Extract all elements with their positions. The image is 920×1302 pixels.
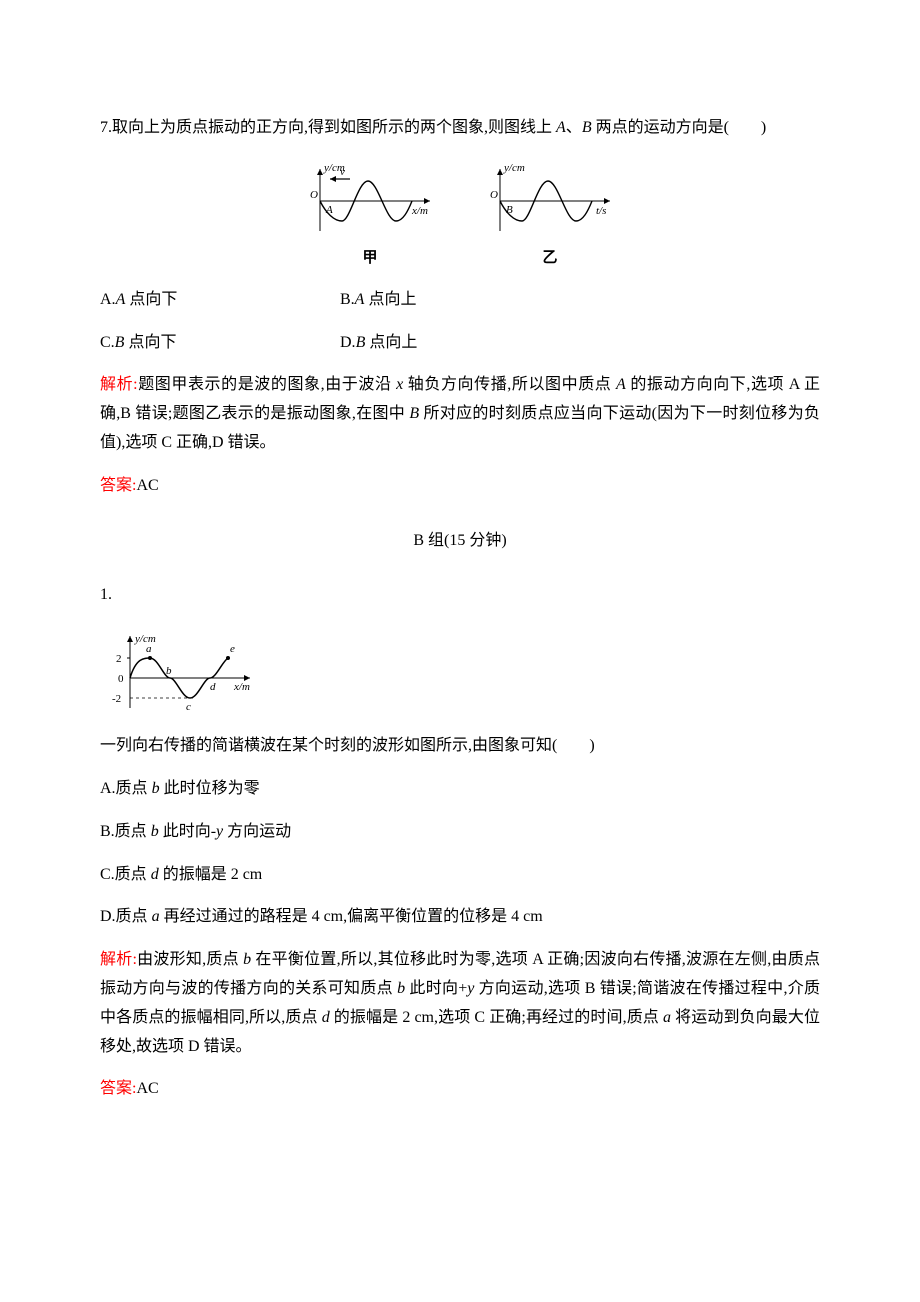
answer-label: 答案: [100,477,136,494]
svg-text:A: A [325,204,333,216]
analysis-label: 解析: [100,376,138,393]
svg-text:y/cm: y/cm [134,633,156,645]
svg-text:-2: -2 [112,693,121,705]
q1-option-d: D.质点 a 再经过通过的路程是 4 cm,偏离平衡位置的位移是 4 cm [100,903,820,932]
q1-option-c: C.质点 d 的振幅是 2 cm [100,861,820,890]
analysis-label: 解析: [100,951,137,968]
q7-figure-right-caption: 乙 [542,245,557,272]
svg-text:B: B [506,204,513,216]
q1-figure: 2 0 -2 y/cm x/m a b c d e [100,628,820,718]
answer-value: AC [136,477,158,494]
answer-label: 答案: [100,1080,136,1097]
q7-figure-left: v A O y/cm x/m [300,161,440,241]
q7-figure-right: B O y/cm t/s [480,161,620,241]
q7-options-row1: A.A 点向下 B.A 点向上 [100,286,820,315]
q7-figure: v A O y/cm x/m 甲 B O y/cm t/s [100,161,820,272]
svg-text:0: 0 [118,673,124,685]
q1-option-b: B.质点 b 此时向-y 方向运动 [100,818,820,847]
q7-number: 7. [100,119,112,136]
answer-value: AC [136,1080,158,1097]
svg-text:O: O [310,189,318,201]
q7-option-c: C.B 点向下 [100,329,340,358]
section-b-title: B 组(15 分钟) [100,527,820,556]
svg-text:2: 2 [116,653,122,665]
q1-stem: 一列向右传播的简谐横波在某个时刻的波形如图所示,由图象可知( ) [100,732,820,761]
q1-wave-svg: 2 0 -2 y/cm x/m a b c d e [100,628,260,718]
svg-text:d: d [210,681,216,693]
q1-number: 1. [100,581,820,610]
svg-text:b: b [166,665,172,677]
svg-text:t/s: t/s [596,205,606,217]
q7-stem: 7.取向上为质点振动的正方向,得到如图所示的两个图象,则图线上 A、B 两点的运… [100,114,820,143]
svg-text:y/cm: y/cm [323,162,345,174]
q7-option-a: A.A 点向下 [100,286,340,315]
q7-analysis: 解析:题图甲表示的是波的图象,由于波沿 x 轴负方向传播,所以图中质点 A 的振… [100,371,820,457]
q7-options-row2: C.B 点向下 D.B 点向上 [100,329,820,358]
q7-answer: 答案:AC [100,472,820,501]
svg-text:x/m: x/m [411,205,428,217]
svg-text:O: O [490,189,498,201]
q1-analysis: 解析:由波形知,质点 b 在平衡位置,所以,其位移此时为零,选项 A 正确;因波… [100,946,820,1061]
svg-text:a: a [146,643,152,655]
q7-option-d: D.B 点向上 [340,329,417,358]
svg-text:x/m: x/m [233,681,250,693]
svg-text:e: e [230,643,235,655]
q7-figure-left-caption: 甲 [362,245,377,272]
svg-text:c: c [186,701,191,713]
svg-text:y/cm: y/cm [503,162,525,174]
q1-option-a: A.质点 b 此时位移为零 [100,775,820,804]
q7-option-b: B.A 点向上 [340,286,416,315]
q1-answer: 答案:AC [100,1075,820,1104]
